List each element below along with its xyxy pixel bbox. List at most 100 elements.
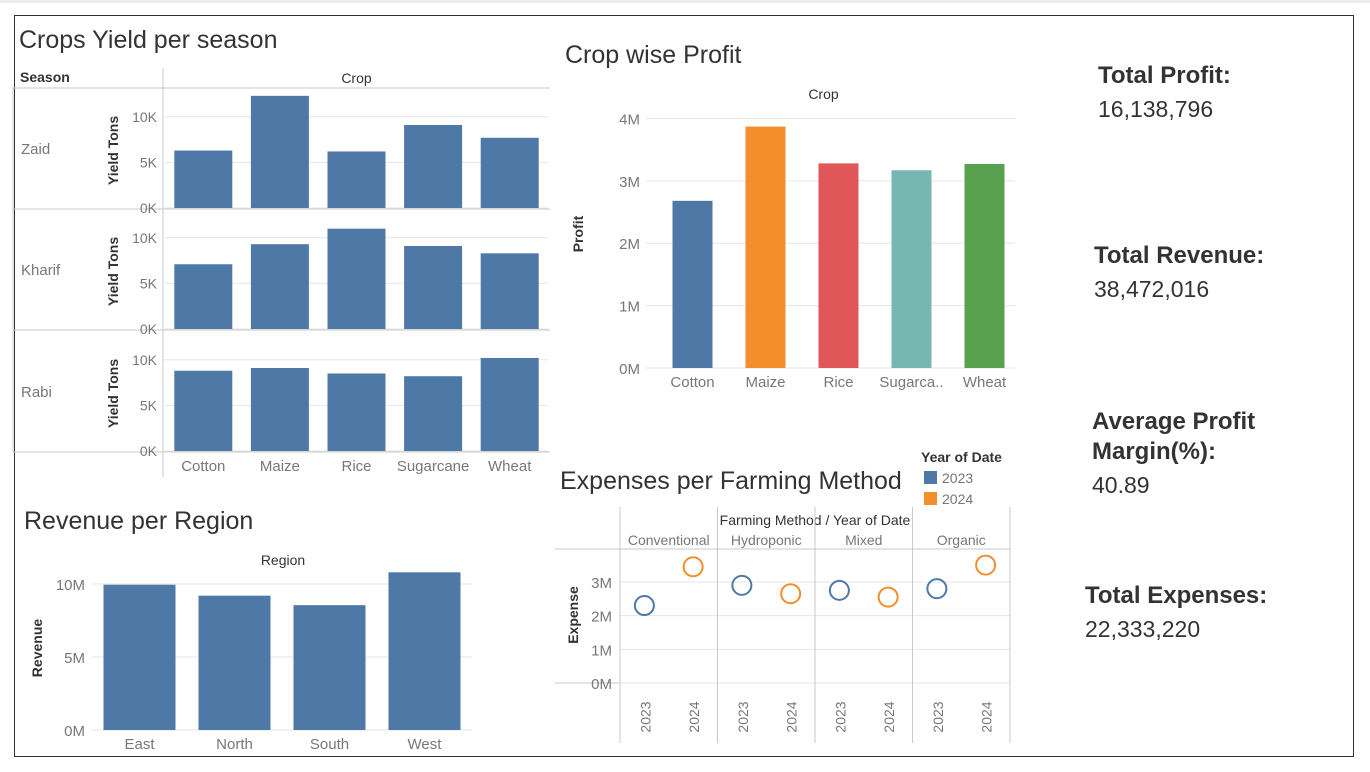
y-tick-label: 5K	[140, 275, 158, 291]
y-tick-label: 0M	[64, 723, 85, 740]
x-tick-label: 2023	[930, 701, 946, 732]
x-tick-label: West	[408, 736, 443, 753]
column-header-label: Crop	[808, 86, 839, 102]
group-label: Organic	[937, 532, 986, 548]
revenue-chart-title: Revenue per Region	[24, 507, 254, 535]
y-tick-label: 3M	[591, 575, 612, 592]
y-axis-label: Yield Tons	[105, 237, 121, 306]
x-tick-label: Cotton	[181, 458, 225, 475]
total-revenue-label: Total Revenue:	[1094, 242, 1265, 269]
y-tick-label: 2M	[591, 609, 612, 626]
data-point	[877, 586, 899, 608]
yield-chart-title: Crops Yield per season	[19, 26, 278, 54]
y-axis-label: Revenue	[29, 619, 45, 678]
data-point	[731, 574, 753, 596]
revenue-chart: Region 0M 5M 10M Revenue East North South West	[29, 552, 472, 753]
column-header-label: Crop	[341, 70, 372, 86]
x-tick-label: 2023	[735, 701, 751, 732]
y-tick-label: 5K	[140, 154, 158, 170]
data-point	[780, 583, 802, 605]
bar	[103, 584, 176, 730]
y-axis-label: Expense	[565, 586, 581, 644]
data-point	[682, 556, 704, 578]
window-top-strip	[0, 0, 1370, 3]
x-tick-label: Sugarca..	[879, 374, 943, 391]
bar	[404, 376, 463, 451]
y-tick-label: 0K	[140, 200, 158, 216]
column-header-label: Region	[261, 552, 305, 568]
x-tick-label: 2024	[881, 701, 897, 732]
profit-chart: Crop 0M 1M 2M 3M 4M Profit Cotton Maize Rice Sugar…	[570, 86, 1015, 391]
y-axis-label: Yield Tons	[105, 359, 121, 428]
y-tick-label: 0K	[140, 443, 158, 459]
group-label: Conventional	[628, 532, 710, 548]
x-tick-label: South	[310, 736, 349, 753]
bar	[327, 373, 386, 451]
total-revenue-value: 38,472,016	[1094, 276, 1210, 302]
x-tick-label: Cotton	[670, 374, 714, 391]
legend-label: 2023	[942, 470, 973, 486]
avg-margin-label-line2: Margin(%):	[1092, 438, 1216, 465]
x-tick-label: Sugarcane	[397, 458, 470, 475]
bar	[480, 137, 539, 208]
x-tick-label: North	[216, 736, 253, 753]
y-tick-label: 0M	[591, 676, 612, 693]
data-point	[828, 579, 850, 601]
total-profit-label: Total Profit:	[1098, 62, 1231, 89]
avg-margin-label-line1: Average Profit	[1092, 408, 1256, 435]
total-expenses-value: 22,333,220	[1085, 616, 1201, 642]
x-tick-label: Maize	[260, 458, 300, 475]
bar	[818, 163, 859, 368]
y-tick-label: 0M	[619, 361, 640, 378]
expenses-chart-title: Expenses per Farming Method	[560, 467, 902, 495]
bar	[388, 572, 461, 730]
y-tick-label: 5M	[64, 650, 85, 667]
x-tick-label: Wheat	[963, 374, 1007, 391]
y-tick-label: 10K	[132, 230, 158, 246]
y-tick-label: 1M	[619, 299, 640, 316]
y-tick-label: 4M	[619, 111, 640, 128]
bar	[327, 151, 386, 208]
avg-margin-value: 40.89	[1092, 472, 1150, 498]
yield-chart: Season Crop 0K 5K 10K Zaid Yield Tons 0K 5K 10K Kh…	[12, 68, 550, 477]
x-tick-label: 2024	[979, 701, 995, 732]
season-label: Kharif	[21, 262, 61, 279]
x-tick-label: Rice	[341, 458, 371, 475]
total-expenses-label: Total Expenses:	[1085, 582, 1268, 609]
season-label: Zaid	[21, 141, 50, 158]
x-tick-label: 2023	[832, 701, 848, 732]
y-tick-label: 0K	[140, 321, 158, 337]
x-tick-label: Maize	[745, 374, 785, 391]
y-tick-label: 3M	[619, 174, 640, 191]
legend-title: Year of Date	[921, 449, 1002, 465]
bar	[198, 595, 271, 730]
y-tick-label: 10K	[132, 352, 158, 368]
data-point	[926, 578, 948, 600]
y-tick-label: 10M	[56, 577, 85, 594]
bar	[480, 357, 539, 451]
y-tick-label: 5K	[140, 397, 158, 413]
legend-swatch	[924, 471, 937, 484]
y-axis-label: Yield Tons	[105, 116, 121, 185]
bar	[672, 200, 713, 368]
bar	[174, 370, 233, 451]
x-tick-label: 2024	[686, 701, 702, 732]
bar	[404, 246, 463, 329]
y-tick-label: 2M	[619, 236, 640, 253]
legend-label: 2024	[942, 491, 973, 507]
total-profit-value: 16,138,796	[1098, 96, 1214, 122]
x-tick-label: East	[124, 736, 155, 753]
x-tick-label: Rice	[823, 374, 853, 391]
bar	[745, 126, 786, 368]
bar	[404, 125, 463, 208]
y-tick-label: 10K	[132, 109, 158, 125]
bar	[250, 95, 309, 208]
bar	[480, 253, 539, 329]
x-tick-label: 2024	[784, 701, 800, 732]
season-label: Rabi	[21, 384, 52, 401]
profit-chart-title: Crop wise Profit	[565, 41, 742, 69]
bar	[250, 244, 309, 329]
bar	[174, 150, 233, 208]
group-label: Mixed	[845, 532, 882, 548]
data-point	[975, 554, 997, 576]
